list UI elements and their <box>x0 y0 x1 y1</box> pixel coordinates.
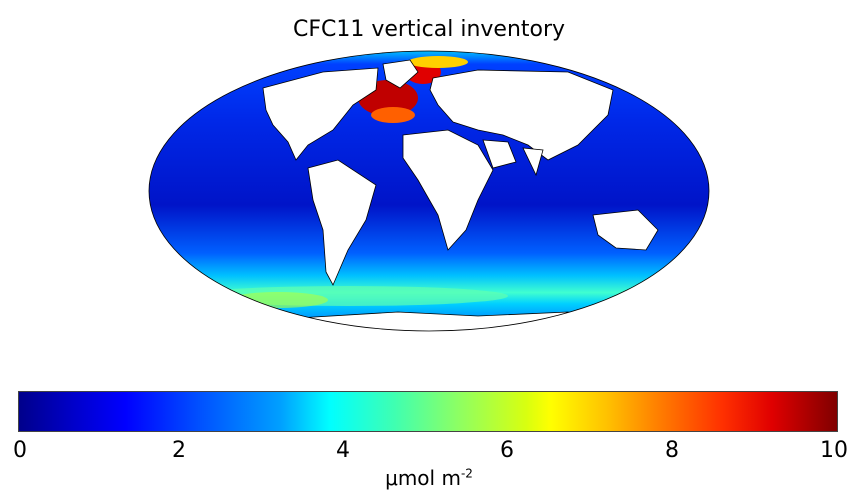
colorbar-tick-4: 4 <box>336 438 350 463</box>
unit-text: μmol m <box>385 466 461 490</box>
colorbar-tick-0: 0 <box>13 438 27 463</box>
southern-ocean-band <box>188 286 508 306</box>
unit-exponent: -2 <box>460 466 473 481</box>
map-title: CFC11 vertical inventory <box>292 17 566 42</box>
colorbar-unit-label: μmol m-2 <box>0 466 858 490</box>
colorbar-tick-10: 10 <box>820 438 848 463</box>
colorbar-tick-2: 2 <box>172 438 186 463</box>
mollweide-map <box>148 50 710 332</box>
colorbar-tick-8: 8 <box>665 438 679 463</box>
colorbar <box>18 391 838 432</box>
colorbar-tick-6: 6 <box>500 438 514 463</box>
